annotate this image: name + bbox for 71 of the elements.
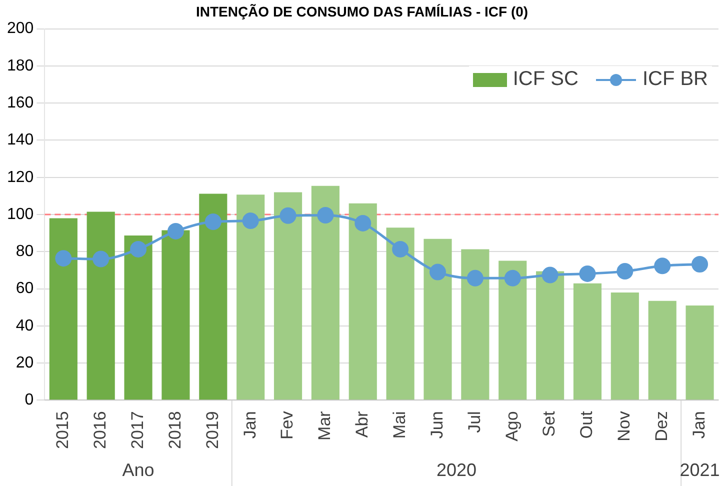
bar (573, 283, 602, 400)
point (92, 250, 110, 268)
point (242, 212, 259, 230)
bar (386, 228, 414, 400)
y-tick-label: 200 (6, 20, 34, 38)
y-tick-label: 120 (6, 168, 34, 186)
x-tick-label: Dez (652, 411, 672, 442)
y-tick-label: 20 (16, 354, 34, 372)
bar (199, 194, 228, 400)
bar (686, 305, 714, 400)
point (430, 264, 446, 280)
bar (424, 238, 452, 400)
x-tick-label: Nov (614, 410, 634, 442)
y-tick-label: 60 (16, 280, 34, 298)
point (579, 265, 596, 282)
bar (536, 271, 564, 400)
bar (124, 235, 152, 400)
text: 2021 (680, 460, 720, 480)
y-tick-label: 40 (16, 317, 34, 334)
x-tick-label: Jul (464, 411, 484, 433)
point (692, 256, 708, 273)
bar (610, 292, 639, 400)
point (654, 258, 671, 274)
bar (311, 186, 340, 400)
x-tick-label: 2018 (165, 411, 184, 450)
point (280, 207, 296, 224)
bar (49, 218, 78, 400)
bar (274, 192, 302, 400)
y-tick-label: 140 (6, 132, 34, 149)
point (317, 206, 334, 224)
text: 2020 (436, 460, 476, 480)
point (204, 213, 222, 230)
bar (648, 300, 676, 400)
point (504, 270, 521, 286)
x-tick-label: 2016 (90, 411, 110, 450)
bar (86, 212, 115, 400)
bar (236, 194, 265, 400)
y-tick-label: 80 (16, 243, 34, 260)
x-tick-label: Jan (240, 411, 260, 439)
point (130, 240, 147, 258)
y-tick-label: 100 (6, 206, 34, 223)
x-tick-label: Jan (689, 411, 708, 439)
legend-label: ICF BR (642, 68, 708, 91)
chart-title: INTENÇÃO DE CONSUMO DAS FAMÍLIAS - ICF (0) (196, 3, 528, 20)
bar (348, 203, 377, 400)
x-tick-label: Mar (315, 410, 334, 440)
x-tick-label: Fev (278, 410, 297, 440)
x-tick-label: 2017 (128, 411, 147, 450)
x-tick-label: Mai (390, 411, 409, 439)
legend-label: ICF SC (512, 68, 578, 91)
point (616, 263, 634, 280)
x-tick-label: Jun (427, 411, 446, 439)
point (354, 214, 372, 232)
y-tick-label: 180 (6, 57, 34, 74)
x-tick-label: Set (540, 410, 559, 437)
x-tick-label: 2015 (53, 411, 72, 450)
text: Ano (122, 460, 154, 480)
x-tick-label: 2019 (202, 411, 222, 450)
x-tick-label: Out (577, 410, 596, 439)
x-tick-label: Ago (502, 411, 522, 442)
bar (461, 249, 490, 400)
point (167, 222, 184, 240)
y-tick-label: 160 (6, 94, 34, 112)
point (542, 266, 558, 284)
y-tick-label: 0 (24, 392, 34, 409)
point (466, 270, 484, 286)
bar (162, 230, 190, 400)
point (55, 250, 72, 267)
bar (498, 260, 527, 400)
x-tick-label: Abr (352, 410, 372, 438)
point (392, 240, 409, 258)
